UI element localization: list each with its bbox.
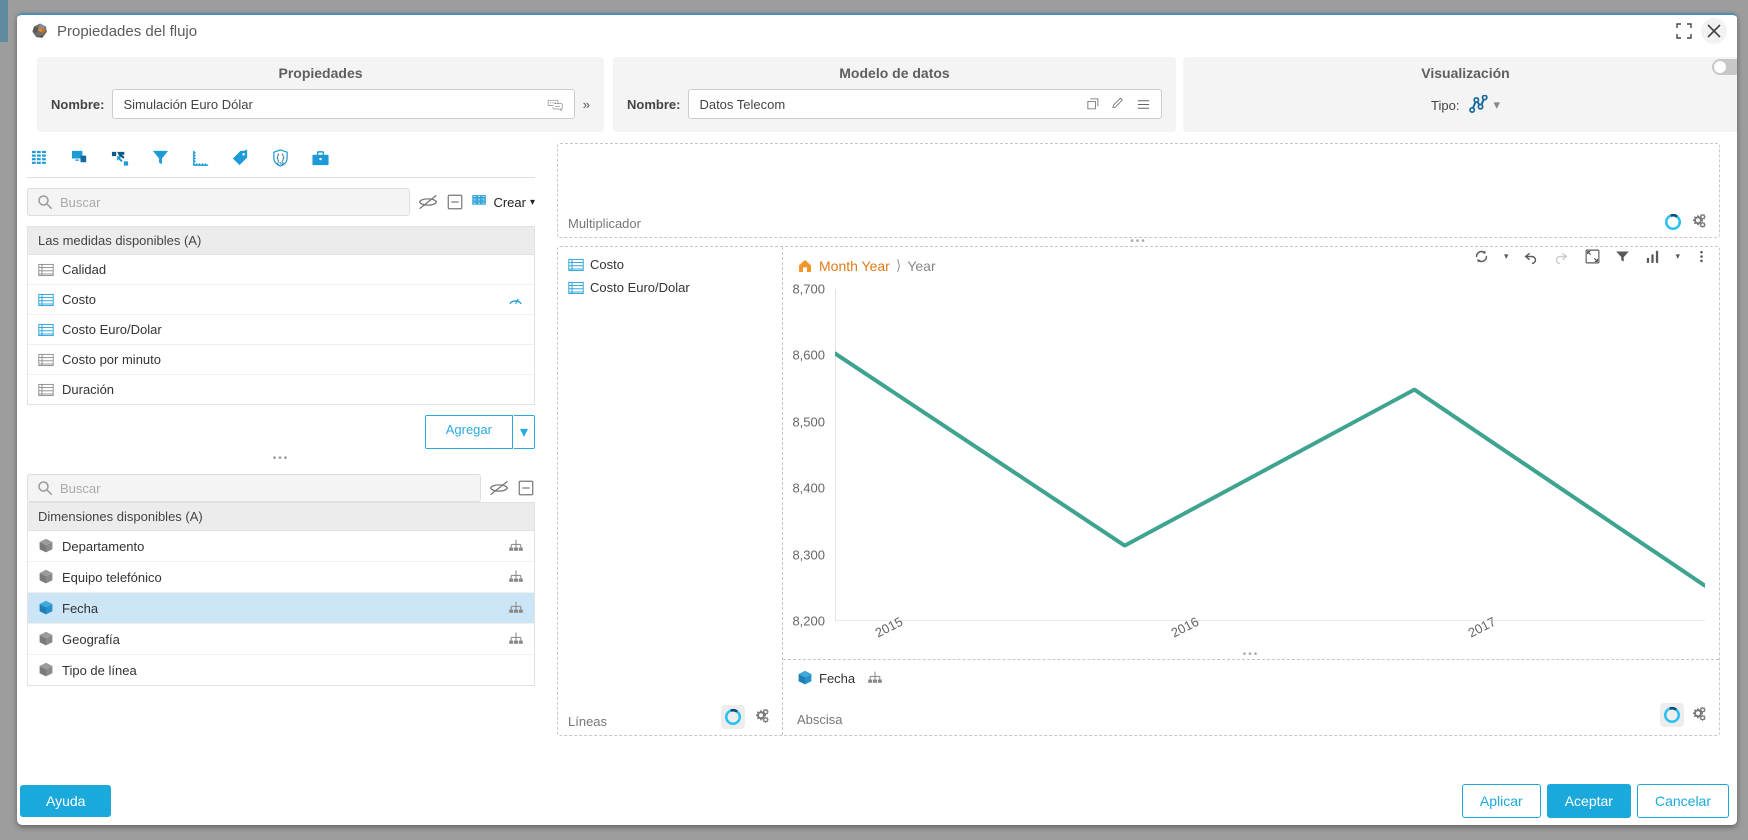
svg-text:CSS: CSS bbox=[277, 161, 285, 165]
